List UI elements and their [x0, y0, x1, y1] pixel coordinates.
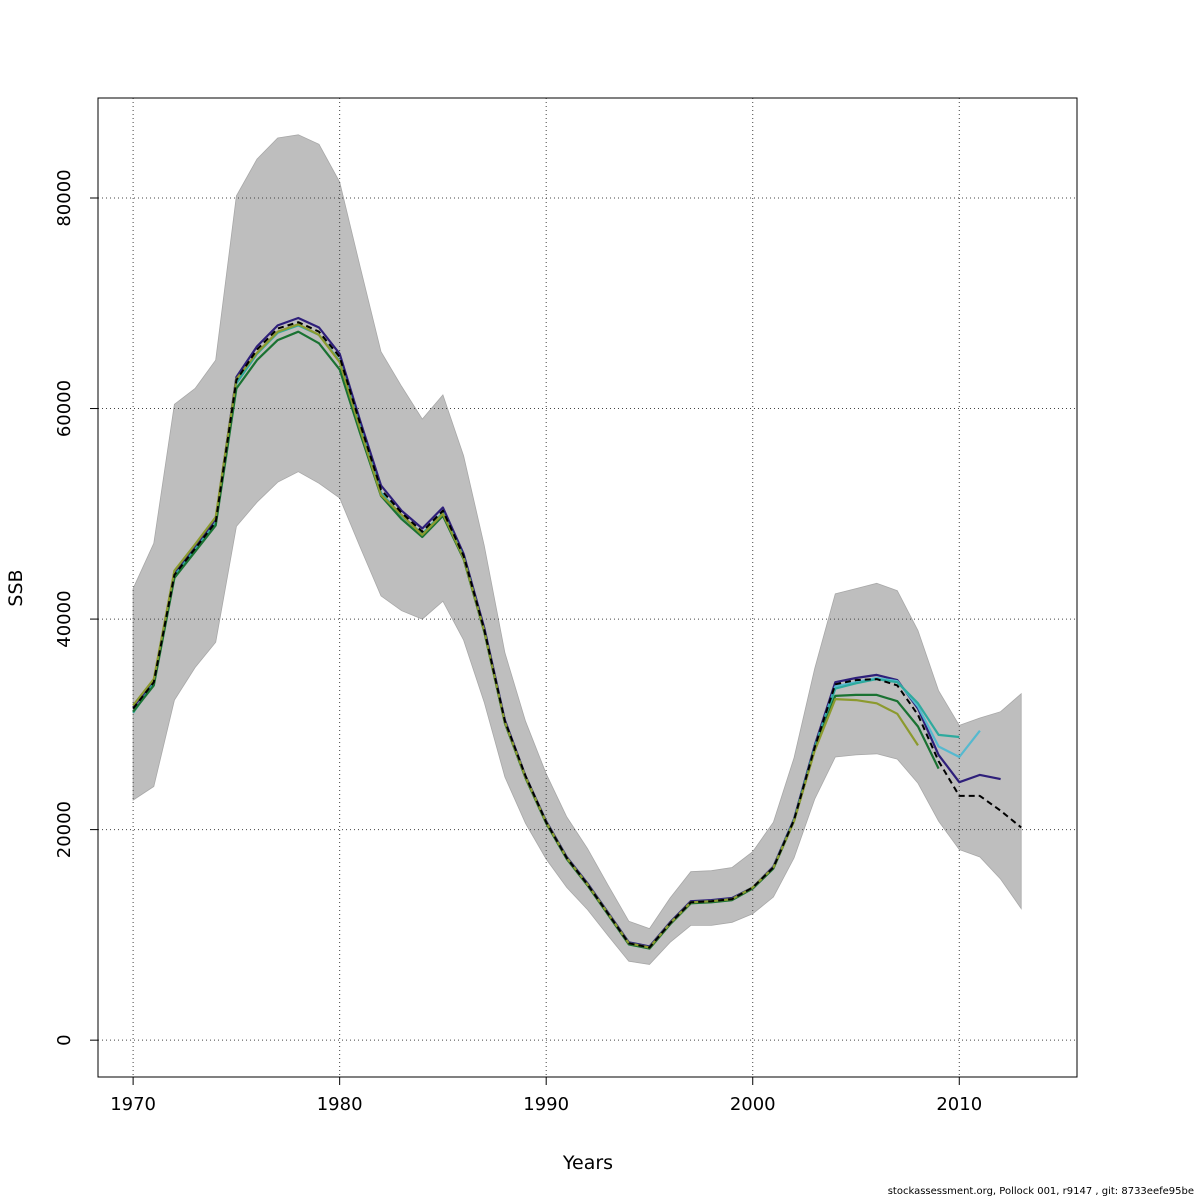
- x-tick-label: 2010: [936, 1094, 982, 1115]
- plot-frame: [97, 97, 1078, 1078]
- y-axis-title: SSB: [5, 569, 27, 606]
- y-tick-label: 20000: [54, 801, 75, 858]
- x-tick-label: 2000: [730, 1094, 776, 1115]
- x-tick-label: 1990: [523, 1094, 569, 1115]
- y-tick-label: 0: [54, 1034, 75, 1045]
- axis-layer: 1970 1980 1990 2000 2010 0 20000 40000 60000 8000…: [54, 169, 982, 1115]
- confidence-band: [132, 134, 1022, 965]
- y-tick-label: 80000: [54, 169, 75, 226]
- y-tick-label: 60000: [54, 380, 75, 437]
- x-tick-label: 1980: [317, 1094, 363, 1115]
- series-line-0: [132, 321, 1022, 949]
- footer-credit: stockassessment.org, Pollock 001, r9147 …: [887, 1186, 1194, 1197]
- x-axis-title: Years: [562, 1152, 613, 1174]
- x-tick-label: 1970: [110, 1094, 156, 1115]
- confidence-band-layer: [132, 134, 1022, 965]
- y-tick-label: 40000: [54, 590, 75, 647]
- series-layer: [132, 316, 1022, 950]
